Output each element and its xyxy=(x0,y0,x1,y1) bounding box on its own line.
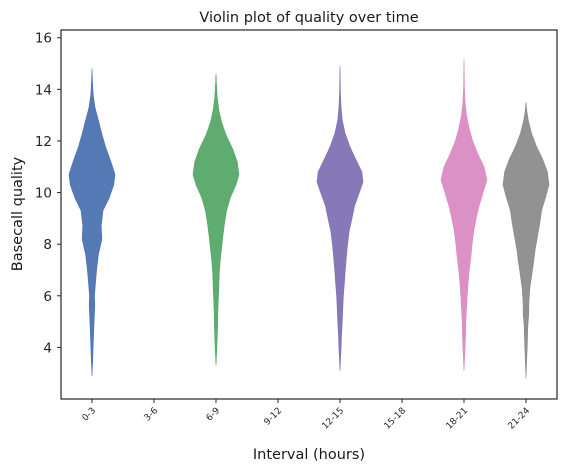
x-tick-label: 6-9 xyxy=(205,406,223,424)
y-tick-label: 14 xyxy=(35,82,52,98)
y-tick-label: 12 xyxy=(35,134,52,150)
y-tick-label: 4 xyxy=(43,340,52,356)
y-axis-label: Basecall quality xyxy=(10,156,26,271)
x-tick-label: 21-24 xyxy=(507,406,533,432)
x-axis: 0-3 3-6 6-9 9-12 12-15 15-18 18-21 21-24 xyxy=(81,399,533,432)
chart-title: Violin plot of quality over time xyxy=(199,10,418,26)
y-tick-label: 8 xyxy=(43,237,52,253)
y-tick-label: 6 xyxy=(43,289,52,305)
x-tick-label: 12-15 xyxy=(321,406,347,432)
violin-21-24 xyxy=(502,102,550,379)
x-tick-label: 15-18 xyxy=(383,406,409,432)
x-tick-label: 18-21 xyxy=(445,406,471,432)
x-tick-label: 3-6 xyxy=(143,406,161,424)
violin-6-9 xyxy=(192,73,240,366)
violin-0-3 xyxy=(68,68,116,377)
violins xyxy=(68,58,550,379)
y-tick-label: 10 xyxy=(35,186,52,202)
y-tick-label: 16 xyxy=(35,31,52,47)
violin-12-15 xyxy=(316,65,364,371)
plot-frame xyxy=(60,29,558,400)
x-tick-label: 0-3 xyxy=(81,406,98,423)
x-tick-label: 9-12 xyxy=(263,406,285,428)
x-axis-label: Interval (hours) xyxy=(253,447,365,463)
y-axis: 4 6 8 10 12 14 16 xyxy=(35,31,61,356)
violin-18-21 xyxy=(440,58,488,371)
